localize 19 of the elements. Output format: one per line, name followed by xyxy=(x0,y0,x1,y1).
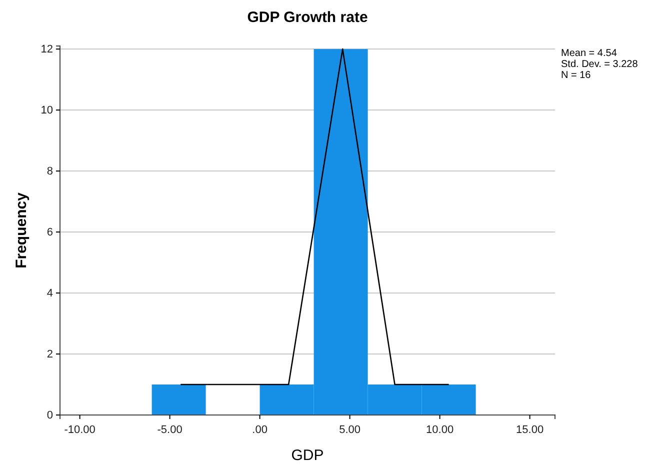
y-tick-label: 6 xyxy=(46,226,53,239)
x-tick-label: 5.00 xyxy=(339,424,361,436)
y-tick-label: 8 xyxy=(46,166,53,178)
y-tick-label: 4 xyxy=(46,288,53,300)
text: N = 16 xyxy=(561,70,592,81)
y-tick-label: 12 xyxy=(40,44,53,56)
chart-title: GDP Growth rate xyxy=(247,9,368,26)
x-tick-label: -5.00 xyxy=(157,424,182,436)
x-tick-label: 15.00 xyxy=(516,424,544,436)
x-tick-label: 10.00 xyxy=(426,424,454,436)
y-axis-title: Frequency xyxy=(13,192,30,268)
text: Std. Dev. = 3.228 xyxy=(561,59,638,70)
y-tick-label: 2 xyxy=(46,348,53,361)
x-tick-label: -10.00 xyxy=(64,424,96,436)
x-axis-title: GDP xyxy=(291,447,324,464)
y-tick-label: 10 xyxy=(40,104,53,117)
y-tick-label: 0 xyxy=(46,410,53,422)
text: Mean = 4.54 xyxy=(561,48,618,59)
x-tick-label: .00 xyxy=(252,424,268,436)
